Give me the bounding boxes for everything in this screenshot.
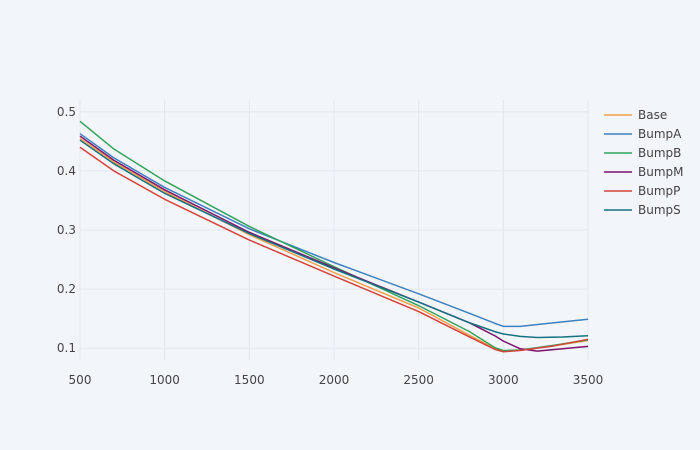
x-tick-label: 3500 <box>573 373 604 387</box>
y-tick-label: 0.5 <box>57 105 76 119</box>
legend-item-bumpb[interactable]: BumpB <box>604 146 681 160</box>
y-tick-label: 0.3 <box>57 223 76 237</box>
y-tick-label: 0.4 <box>57 164 76 178</box>
x-tick-label: 2500 <box>403 373 434 387</box>
legend-label: BumpS <box>638 203 681 217</box>
legend-label: BumpM <box>638 165 684 179</box>
axes: 500 1000 1500 2000 2500 3000 3500 0.1 0.2 0.3 0.4 0… <box>57 105 603 387</box>
legend-label: BumpB <box>638 146 681 160</box>
x-tick-label: 3000 <box>488 373 519 387</box>
legend-label: BumpP <box>638 184 680 198</box>
y-tick-label: 0.1 <box>57 341 76 355</box>
x-tick-label: 1000 <box>149 373 180 387</box>
legend-item-bumpp[interactable]: BumpP <box>604 184 680 198</box>
series-line-bumpa <box>79 133 589 328</box>
series-line-bumpp <box>79 146 589 353</box>
x-tick-label: 500 <box>69 373 92 387</box>
legend-item-bumps[interactable]: BumpS <box>604 203 681 217</box>
series-line-bumps <box>79 139 589 339</box>
legend-item-bumpa[interactable]: BumpA <box>604 127 682 141</box>
legend[interactable]: Base BumpA BumpB BumpM BumpP BumpS <box>604 108 684 217</box>
legend-item-bumpm[interactable]: BumpM <box>604 165 684 179</box>
legend-label: Base <box>638 108 667 122</box>
y-tick-label: 0.2 <box>57 282 76 296</box>
x-tick-label: 1500 <box>234 373 265 387</box>
legend-item-base[interactable]: Base <box>604 108 667 122</box>
grid <box>79 100 589 360</box>
series-lines <box>79 120 589 353</box>
legend-label: BumpA <box>638 127 682 141</box>
x-tick-label: 2000 <box>319 373 350 387</box>
